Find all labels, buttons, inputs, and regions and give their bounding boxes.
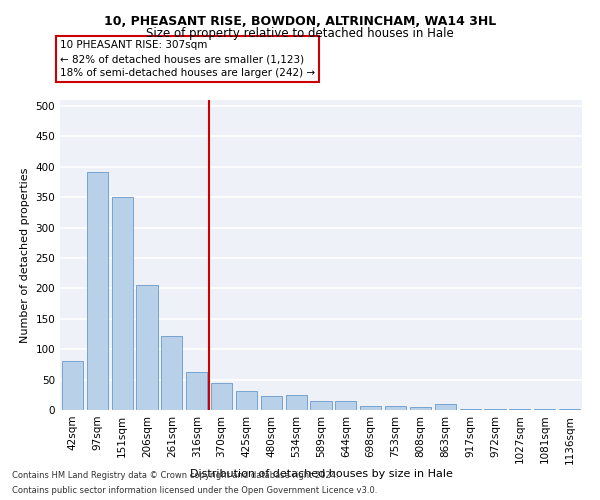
X-axis label: Distribution of detached houses by size in Hale: Distribution of detached houses by size …: [190, 469, 452, 479]
Text: 10 PHEASANT RISE: 307sqm
← 82% of detached houses are smaller (1,123)
18% of sem: 10 PHEASANT RISE: 307sqm ← 82% of detach…: [60, 40, 315, 78]
Text: Contains HM Land Registry data © Crown copyright and database right 2024.: Contains HM Land Registry data © Crown c…: [12, 471, 338, 480]
Bar: [87, 172, 108, 410]
Bar: [136, 286, 158, 410]
Bar: [286, 395, 307, 410]
Bar: [310, 401, 332, 410]
Text: 10, PHEASANT RISE, BOWDON, ALTRINCHAM, WA14 3HL: 10, PHEASANT RISE, BOWDON, ALTRINCHAM, W…: [104, 15, 496, 28]
Bar: [112, 198, 133, 410]
Bar: [435, 404, 456, 410]
Bar: [62, 362, 83, 410]
Bar: [360, 406, 381, 410]
Bar: [261, 396, 282, 410]
Bar: [335, 401, 356, 410]
Text: Contains public sector information licensed under the Open Government Licence v3: Contains public sector information licen…: [12, 486, 377, 495]
Bar: [236, 391, 257, 410]
Bar: [211, 382, 232, 410]
Bar: [161, 336, 182, 410]
Bar: [186, 372, 207, 410]
Bar: [410, 407, 431, 410]
Text: Size of property relative to detached houses in Hale: Size of property relative to detached ho…: [146, 28, 454, 40]
Y-axis label: Number of detached properties: Number of detached properties: [20, 168, 30, 342]
Bar: [460, 409, 481, 410]
Bar: [385, 406, 406, 410]
